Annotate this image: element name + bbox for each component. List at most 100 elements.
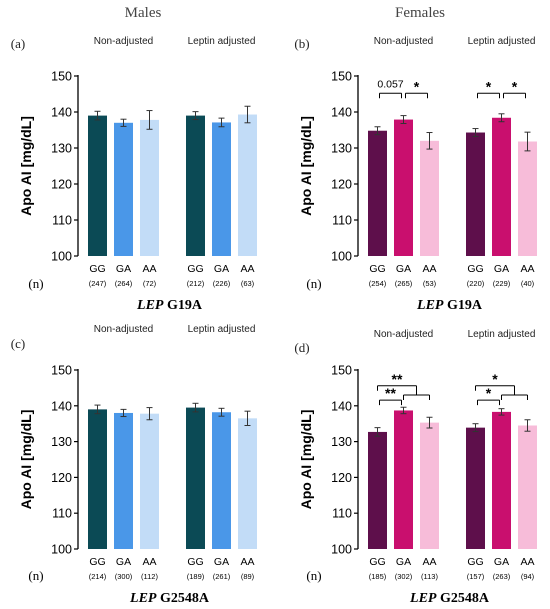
bar-ga [394, 119, 413, 256]
y-tick-label: 120 [51, 471, 72, 485]
significance-label: * [512, 78, 518, 94]
significance-label: * [414, 78, 420, 94]
x-tick-label: GG [369, 556, 385, 568]
x-tick-label: AA [142, 263, 156, 275]
y-tick-label: 120 [331, 178, 352, 192]
x-tick-label: GA [494, 556, 509, 568]
panel-label: (d) [294, 340, 309, 355]
panels: (a) Apo AI [mg/dL] 100 110 120 130 140 150 Non-a… [11, 36, 537, 606]
bar-gg [466, 132, 485, 256]
y-tick-label: 130 [51, 435, 72, 449]
y-tick-label: 110 [52, 214, 72, 228]
n-count-label: (63) [241, 279, 255, 288]
x-tick-label: AA [240, 263, 254, 275]
n-count-label: (247) [89, 279, 107, 288]
x-tick-label: AA [422, 263, 436, 275]
n-count-label: (89) [241, 572, 255, 581]
x-tick-label: AA [520, 556, 534, 568]
chart-1: (a) Apo AI [mg/dL] 100 110 120 130 140 150 Non-a… [11, 36, 257, 313]
n-count-label: (112) [141, 572, 158, 581]
gene-label: LEP G19A [416, 298, 483, 313]
n-count-label: (226) [213, 279, 231, 288]
bar-gg [88, 115, 107, 256]
group-label: Leptin adjusted [468, 329, 536, 340]
y-tick-label: 140 [331, 399, 352, 413]
significance-label: * [486, 385, 492, 401]
n-count-label: (185) [369, 572, 387, 581]
group-label: Non-adjusted [374, 329, 433, 340]
y-tick-label: 100 [331, 250, 352, 264]
gene-label-italic: LEP [129, 591, 157, 606]
bar-aa [518, 425, 537, 549]
panel-label: (c) [11, 336, 25, 351]
n-count-label: (53) [423, 279, 437, 288]
significance-label: ** [385, 385, 396, 401]
column-title-females: Females [395, 5, 445, 21]
gene-label-variant: G2548A [436, 591, 489, 606]
gene-label: LEP G2548A [129, 591, 210, 606]
n-count-label: (300) [115, 572, 133, 581]
y-axis-label: Apo AI [mg/dL] [18, 116, 34, 216]
bar-aa [518, 141, 537, 256]
gene-label: LEP G2548A [409, 591, 490, 606]
panel-label: (b) [294, 36, 309, 51]
x-tick-label: GG [89, 556, 105, 568]
y-tick-label: 110 [332, 214, 352, 228]
y-tick-label: 110 [52, 507, 72, 521]
chart-2: (b) Apo AI [mg/dL] 100 110 120 130 140 150 Non-a… [294, 36, 537, 313]
y-tick-label: 140 [51, 399, 72, 413]
bar-gg [466, 427, 485, 549]
bar-ga [212, 412, 231, 549]
group-label: Leptin adjusted [188, 36, 256, 47]
bar-aa [238, 114, 257, 257]
bar-gg [186, 115, 205, 256]
n-count-label: (264) [115, 279, 133, 288]
n-count-label: (189) [187, 572, 205, 581]
n-count-label: (72) [143, 279, 157, 288]
n-count-label: (265) [395, 279, 413, 288]
bar-aa [238, 418, 257, 549]
bar-ga [114, 122, 133, 256]
y-tick-label: 100 [51, 250, 72, 264]
y-tick-label: 120 [331, 471, 352, 485]
group-label: Non-adjusted [94, 324, 153, 335]
n-count-label: (261) [213, 572, 231, 581]
bar-ga [394, 410, 413, 549]
bar-ga [492, 117, 511, 256]
gene-label-italic: LEP [136, 298, 164, 313]
n-label: (n) [306, 276, 321, 291]
gene-label: LEP G19A [136, 298, 203, 313]
y-tick-label: 100 [51, 543, 72, 557]
y-tick-label: 130 [51, 142, 72, 156]
gene-label-variant: G2548A [156, 591, 209, 606]
n-label: (n) [28, 276, 43, 291]
bar-aa [140, 413, 159, 549]
x-tick-label: GG [467, 556, 483, 568]
x-tick-label: GA [116, 556, 131, 568]
n-count-label: (94) [521, 572, 535, 581]
x-tick-label: AA [422, 556, 436, 568]
y-tick-label: 150 [51, 364, 72, 378]
significance-label: 0.057 [377, 78, 403, 90]
bar-aa [420, 140, 439, 256]
y-tick-label: 110 [332, 507, 352, 521]
gene-label-italic: LEP [416, 298, 444, 313]
y-tick-label: 130 [331, 142, 352, 156]
n-count-label: (214) [89, 572, 107, 581]
x-tick-label: GG [369, 263, 385, 275]
panel-label: (a) [11, 36, 25, 51]
x-tick-label: GG [467, 263, 483, 275]
n-count-label: (157) [467, 572, 485, 581]
bar-gg [368, 431, 387, 549]
x-tick-label: GA [214, 263, 229, 275]
y-tick-label: 150 [331, 364, 352, 378]
n-count-label: (302) [395, 572, 413, 581]
x-tick-label: GA [214, 556, 229, 568]
x-tick-label: GG [187, 556, 203, 568]
x-tick-label: GG [187, 263, 203, 275]
n-count-label: (113) [421, 572, 438, 581]
y-axis-label: Apo AI [mg/dL] [298, 116, 314, 216]
bar-gg [186, 407, 205, 549]
x-tick-label: GA [494, 263, 509, 275]
group-label: Leptin adjusted [468, 36, 536, 47]
